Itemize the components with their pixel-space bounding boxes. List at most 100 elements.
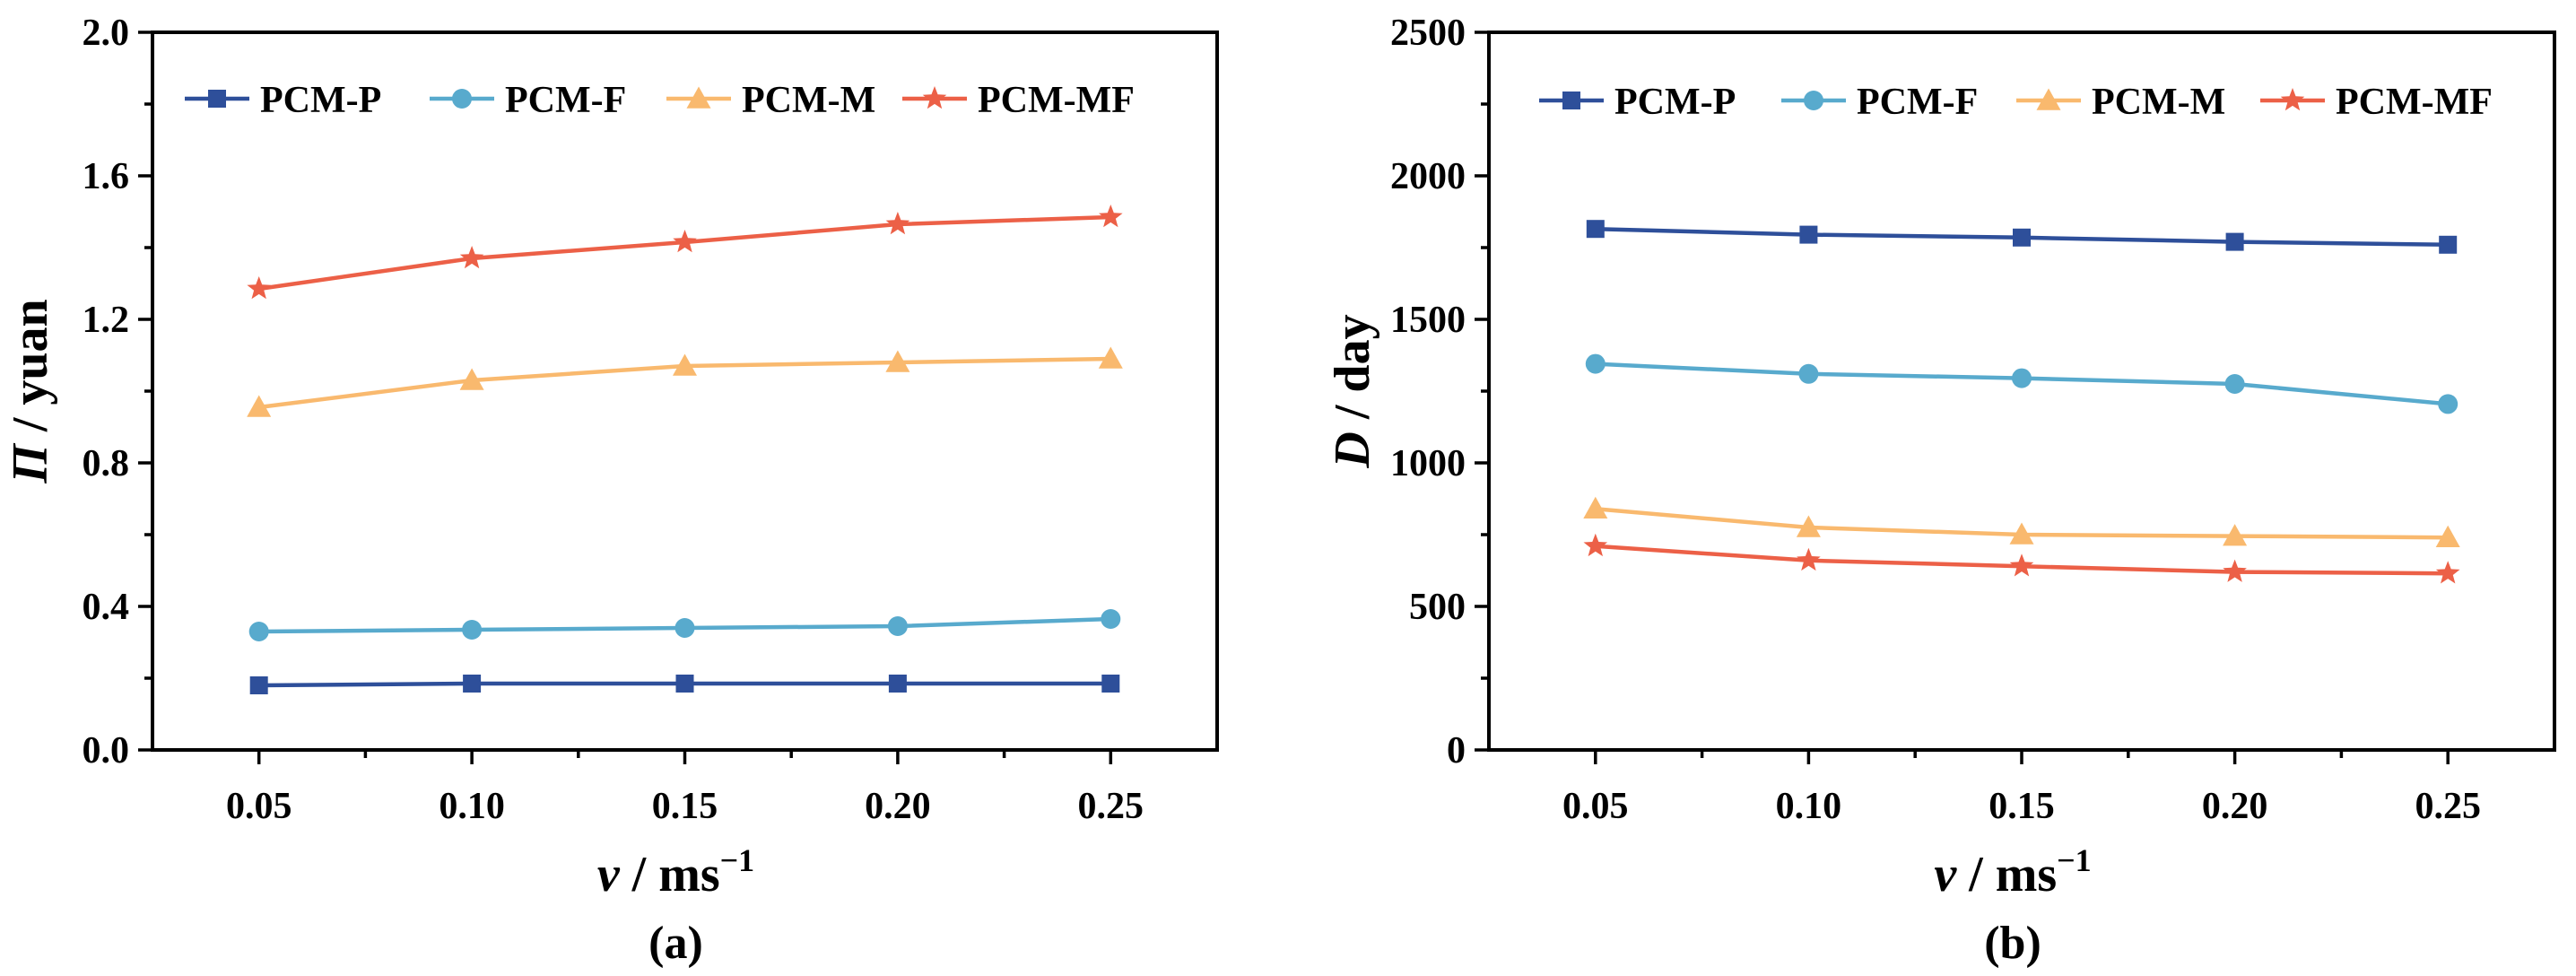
x-axis-label: v / ms−1 xyxy=(597,842,754,902)
data-point xyxy=(1797,547,1821,571)
legend-marker xyxy=(1562,92,1580,109)
data-point xyxy=(1796,515,1821,537)
data-point xyxy=(2435,561,2460,584)
data-point xyxy=(2435,525,2460,547)
data-point xyxy=(673,353,697,376)
x-axis-label-symbol: v xyxy=(597,847,621,902)
data-point xyxy=(2225,232,2244,251)
data-point xyxy=(1583,496,1608,518)
x-tick-label: 0.20 xyxy=(2202,786,2268,827)
chart-a: 0.0 0.4 0.8 1.2 1.6 2.0 0.05 0.10 0.15 0.20 0.25 v … xyxy=(3,13,1219,969)
x-tick-label: 0.05 xyxy=(1562,786,1629,827)
x-axis-label-exponent: −1 xyxy=(720,842,755,878)
x-axis-label-unit: / ms xyxy=(620,847,720,902)
data-point xyxy=(885,350,910,372)
data-point xyxy=(247,276,271,300)
data-point xyxy=(2224,374,2245,394)
legend-label: PCM-F xyxy=(505,80,626,121)
data-point xyxy=(462,620,483,640)
y-tick-label: 2000 xyxy=(1390,156,1466,197)
x-axis-label-exponent: −1 xyxy=(2057,842,2092,878)
y-axis-label-symbol: D xyxy=(1325,431,1380,468)
data-point xyxy=(2439,235,2458,254)
legend-label: PCM-P xyxy=(1614,82,1736,123)
data-point xyxy=(675,675,694,693)
x-tick-label: 0.20 xyxy=(865,786,931,827)
y-tick-label: 1.6 xyxy=(83,156,130,197)
data-point xyxy=(463,675,482,693)
y-tick-label: 0.8 xyxy=(83,443,130,484)
legend-label: PCM-F xyxy=(1857,82,1978,123)
x-axis-label-symbol: v xyxy=(1934,847,1957,902)
data-point xyxy=(1583,533,1608,557)
data-point xyxy=(885,212,910,235)
y-axis-label-unit: / yuan xyxy=(3,299,58,444)
y-tick-label: 2500 xyxy=(1390,13,1466,54)
legend-item: PCM-P xyxy=(1539,82,1736,123)
data-point xyxy=(249,676,268,694)
x-tick-label: 0.10 xyxy=(439,786,505,827)
legend-label: PCM-MF xyxy=(978,80,1135,121)
x-axis-label: v / ms−1 xyxy=(1934,842,2091,902)
legend-item: PCM-MF xyxy=(2260,82,2493,123)
legend-marker xyxy=(452,89,472,109)
data-point xyxy=(2009,522,2034,545)
data-point xyxy=(1798,363,1819,384)
plot-frame xyxy=(1487,30,2556,752)
data-point xyxy=(248,622,269,641)
legend-item: PCM-F xyxy=(1781,82,1978,123)
data-point xyxy=(2438,394,2459,414)
plot-frame xyxy=(151,30,1219,752)
y-axis-label: Π / yuan xyxy=(3,299,58,484)
data-point xyxy=(1101,675,1120,693)
y-tick-label: 0 xyxy=(1447,730,1466,771)
data-point xyxy=(673,230,697,253)
chart-b: 0 500 1000 1500 2000 2500 0.05 0.10 0.15 0.20 0.25… xyxy=(1325,13,2556,969)
data-point xyxy=(2223,524,2248,546)
data-point xyxy=(1098,346,1123,369)
legend-label: PCM-MF xyxy=(2336,82,2493,123)
x-axis-label-unit: / ms xyxy=(1956,847,2057,902)
y-tick-label: 2.0 xyxy=(83,13,130,54)
series-PCM-P xyxy=(249,675,1120,694)
legend-marker xyxy=(922,86,947,109)
data-point xyxy=(887,616,908,636)
data-point xyxy=(247,395,272,417)
data-point xyxy=(2013,228,2031,247)
series-PCM-F xyxy=(248,609,1121,641)
data-point xyxy=(674,618,695,638)
series-line xyxy=(258,214,1111,292)
data-point xyxy=(1586,220,1605,239)
y-axis-label: D / day xyxy=(1325,314,1380,468)
x-tick-label: 0.25 xyxy=(1078,786,1144,827)
y-tick-label: 0.4 xyxy=(83,587,130,628)
legend-item: PCM-F xyxy=(430,80,626,121)
data-point xyxy=(2223,559,2247,582)
legend-item: PCM-MF xyxy=(902,80,1135,121)
x-tick-label: 0.10 xyxy=(1776,786,1842,827)
data-point xyxy=(1101,609,1121,629)
panel-label: (a) xyxy=(648,918,703,969)
series-PCM-M xyxy=(1583,496,2460,547)
legend-label: PCM-M xyxy=(2092,82,2225,123)
data-point xyxy=(459,368,484,390)
data-point xyxy=(1585,353,1606,374)
series-PCM-F xyxy=(1585,353,2459,414)
series-PCM-P xyxy=(1586,220,2458,254)
x-tick-label: 0.25 xyxy=(2415,786,2481,827)
y-tick-label: 1000 xyxy=(1390,443,1466,484)
data-point xyxy=(2012,368,2032,388)
legend-marker xyxy=(208,90,226,108)
series-PCM-MF xyxy=(1583,533,2460,584)
legend-marker xyxy=(1804,91,1823,110)
x-tick-label: 0.15 xyxy=(652,786,718,827)
panel-label: (b) xyxy=(1984,918,2041,969)
series-PCM-MF xyxy=(247,205,1123,300)
x-tick-label: 0.15 xyxy=(1989,786,2055,827)
y-axis-label-unit: / day xyxy=(1325,314,1380,431)
series-PCM-M xyxy=(247,346,1123,417)
data-point xyxy=(1099,205,1123,228)
legend-item: PCM-P xyxy=(185,80,381,121)
y-tick-label: 0.0 xyxy=(83,730,130,771)
y-tick-label: 1500 xyxy=(1390,300,1466,341)
